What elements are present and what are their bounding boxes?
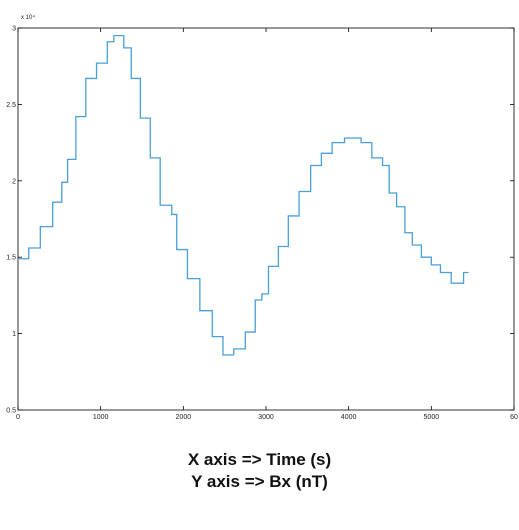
x-tick-label: 2000 xyxy=(176,414,192,421)
series-group xyxy=(18,34,469,356)
x-tick-label: 4000 xyxy=(341,414,357,421)
y-tick-label: 1.5 xyxy=(6,255,16,262)
x-tick-label: 60 xyxy=(510,414,518,421)
x-tick-label: 5000 xyxy=(424,414,440,421)
y-axis-caption: Y axis => Bx (nT) xyxy=(191,472,328,491)
y-multiplier-label: x 10⁴ xyxy=(21,14,35,21)
plot-frame xyxy=(17,27,515,411)
y-tick-label: 2.5 xyxy=(6,102,16,109)
y-tick-label: 1 xyxy=(12,331,16,338)
chart-area: 0 1000 2000 3000 4000 5000 60 0.5 1 1.5 2 2.5 3 x 10… xyxy=(6,14,518,422)
y-tick-label: 3 xyxy=(12,26,16,33)
series-line xyxy=(18,34,469,356)
axis-ticks: 0 1000 2000 3000 4000 5000 60 0.5 1 1.5 2 2.5 3 xyxy=(6,26,518,422)
x-tick-label: 3000 xyxy=(258,414,274,421)
y-tick-label: 2 xyxy=(12,178,16,185)
y-tick-label: 0.5 xyxy=(6,408,16,415)
x-tick-label: 0 xyxy=(16,414,20,421)
x-axis-caption: X axis => Time (s) xyxy=(187,450,332,469)
line-chart: 0 1000 2000 3000 4000 5000 60 0.5 1 1.5 2 2.5 3 x 10… xyxy=(6,14,518,422)
x-tick-label: 1000 xyxy=(93,414,109,421)
